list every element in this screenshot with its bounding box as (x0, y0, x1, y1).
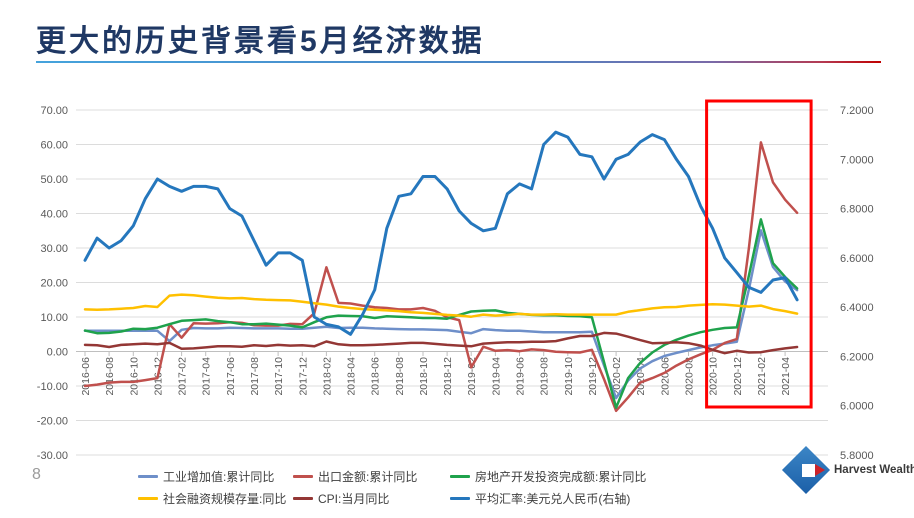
x-axis-label: 2016-06 (80, 357, 92, 396)
x-axis-label: 2018-06 (370, 357, 382, 396)
left-axis-tick-label: 20.00 (40, 278, 68, 290)
title-underline (36, 61, 881, 63)
series-line-4 (83, 331, 799, 355)
x-axis-label: 2021-02 (756, 357, 768, 396)
legend-item-exports: 出口金额:累计同比 (293, 468, 417, 485)
series-line-2 (83, 218, 799, 409)
x-axis-label: 2019-02 (466, 357, 478, 396)
legend-label-exports: 出口金额:累计同比 (318, 470, 418, 484)
left-axis-tick-label: 40.00 (40, 209, 68, 221)
legend-swatch-industrial (138, 475, 158, 478)
legend-row-2: 社会融资规模存量:同比 CPI:当月同比 平均汇率:美元兑人民币(右轴) (0, 490, 914, 512)
logo-notch-shape (802, 463, 815, 477)
highlight-box (705, 99, 813, 409)
left-axis-tick-label: -30.00 (37, 450, 68, 462)
left-axis-tick-label: 60.00 (40, 140, 68, 152)
legend-item-fx: 平均汇率:美元兑人民币(右轴) (450, 490, 630, 507)
chart-legend: 工业增加值:累计同比 出口金额:累计同比 房地产开发投资完成额:累计同比 社会融… (0, 468, 914, 512)
x-axis-label: 2018-12 (442, 357, 454, 396)
legend-swatch-tsf (138, 497, 158, 500)
x-axis-label: 2018-04 (346, 357, 358, 396)
x-axis-label: 2017-02 (177, 357, 189, 396)
right-axis-tick-label: 6.8000 (840, 204, 874, 216)
legend-item-tsf: 社会融资规模存量:同比 (138, 490, 286, 507)
legend-row-1: 工业增加值:累计同比 出口金额:累计同比 房地产开发投资完成额:累计同比 (0, 468, 914, 490)
harvest-wealth-logo-icon (780, 444, 832, 496)
legend-item-cpi: CPI:当月同比 (293, 490, 389, 507)
x-axis-label: 2019-10 (563, 357, 575, 396)
x-axis-label: 2019-06 (515, 357, 527, 396)
legend-label-fx: 平均汇率:美元兑人民币(右轴) (475, 492, 631, 506)
legend-label-tsf: 社会融资规模存量:同比 (163, 492, 287, 506)
legend-label-industrial: 工业增加值:累计同比 (163, 470, 275, 484)
left-axis-tick-label: 50.00 (40, 174, 68, 186)
legend-swatch-exports (293, 475, 313, 478)
right-axis-tick-label: 7.2000 (840, 105, 874, 117)
x-axis-label: 2018-10 (418, 357, 430, 396)
legend-item-industrial: 工业增加值:累计同比 (138, 468, 274, 485)
series-line-3 (83, 293, 799, 318)
x-axis-label: 2019-12 (587, 357, 599, 396)
legend-swatch-cpi (293, 497, 313, 500)
x-axis-label: 2017-04 (201, 357, 213, 396)
x-axis-label: 2016-08 (104, 357, 116, 396)
x-axis-label: 2020-10 (708, 357, 720, 396)
right-axis-tick-label: 6.2000 (840, 351, 874, 363)
x-axis-label: 2020-08 (684, 357, 696, 396)
x-axis-label: 2018-08 (394, 357, 406, 396)
page-number: 8 (32, 466, 41, 483)
left-axis-tick-label: -20.00 (37, 416, 68, 428)
logo-text: Harvest Wealth (834, 464, 914, 476)
right-axis-tick-label: 6.0000 (840, 401, 874, 413)
left-axis-tick-label: 10.00 (40, 312, 68, 324)
x-axis-label: 2017-12 (297, 357, 309, 396)
series-line-5 (83, 130, 799, 336)
x-axis-label: 2016-10 (128, 357, 140, 396)
x-axis-label: 2019-08 (539, 357, 551, 396)
left-axis-tick-label: 70.00 (40, 105, 68, 117)
series-line-0 (83, 229, 799, 400)
harvest-wealth-logo: Harvest Wealth (780, 444, 914, 496)
x-axis-label: 2018-02 (321, 357, 333, 396)
left-axis-tick-label: -10.00 (37, 381, 68, 393)
legend-swatch-realestate (450, 475, 470, 478)
x-axis-label: 2019-04 (490, 357, 502, 396)
legend-label-cpi: CPI:当月同比 (318, 492, 390, 506)
logo-arrow-shape (815, 463, 825, 476)
x-axis-label: 2017-06 (225, 357, 237, 396)
right-axis-tick-label: 5.8000 (840, 450, 874, 462)
right-axis-tick-label: 7.0000 (840, 154, 874, 166)
right-axis-tick-label: 6.6000 (840, 253, 874, 265)
page-title: 更大的历史背景看5月经济数据 (36, 25, 485, 58)
legend-item-realestate: 房地产开发投资完成额:累计同比 (450, 468, 646, 485)
right-axis-tick-label: 6.4000 (840, 302, 874, 314)
left-axis-tick-label: 30.00 (40, 243, 68, 255)
x-axis-label: 2020-06 (659, 357, 671, 396)
x-axis-label: 2020-12 (732, 357, 744, 396)
x-axis-label: 2017-08 (249, 357, 261, 396)
x-axis-label: 2020-02 (611, 357, 623, 396)
x-axis-label: 2021-04 (780, 357, 792, 396)
x-axis-label: 2017-10 (273, 357, 285, 396)
left-axis-tick-label: 0.00 (47, 347, 68, 359)
legend-label-realestate: 房地产开发投资完成额:累计同比 (475, 470, 647, 484)
legend-swatch-fx (450, 497, 470, 500)
